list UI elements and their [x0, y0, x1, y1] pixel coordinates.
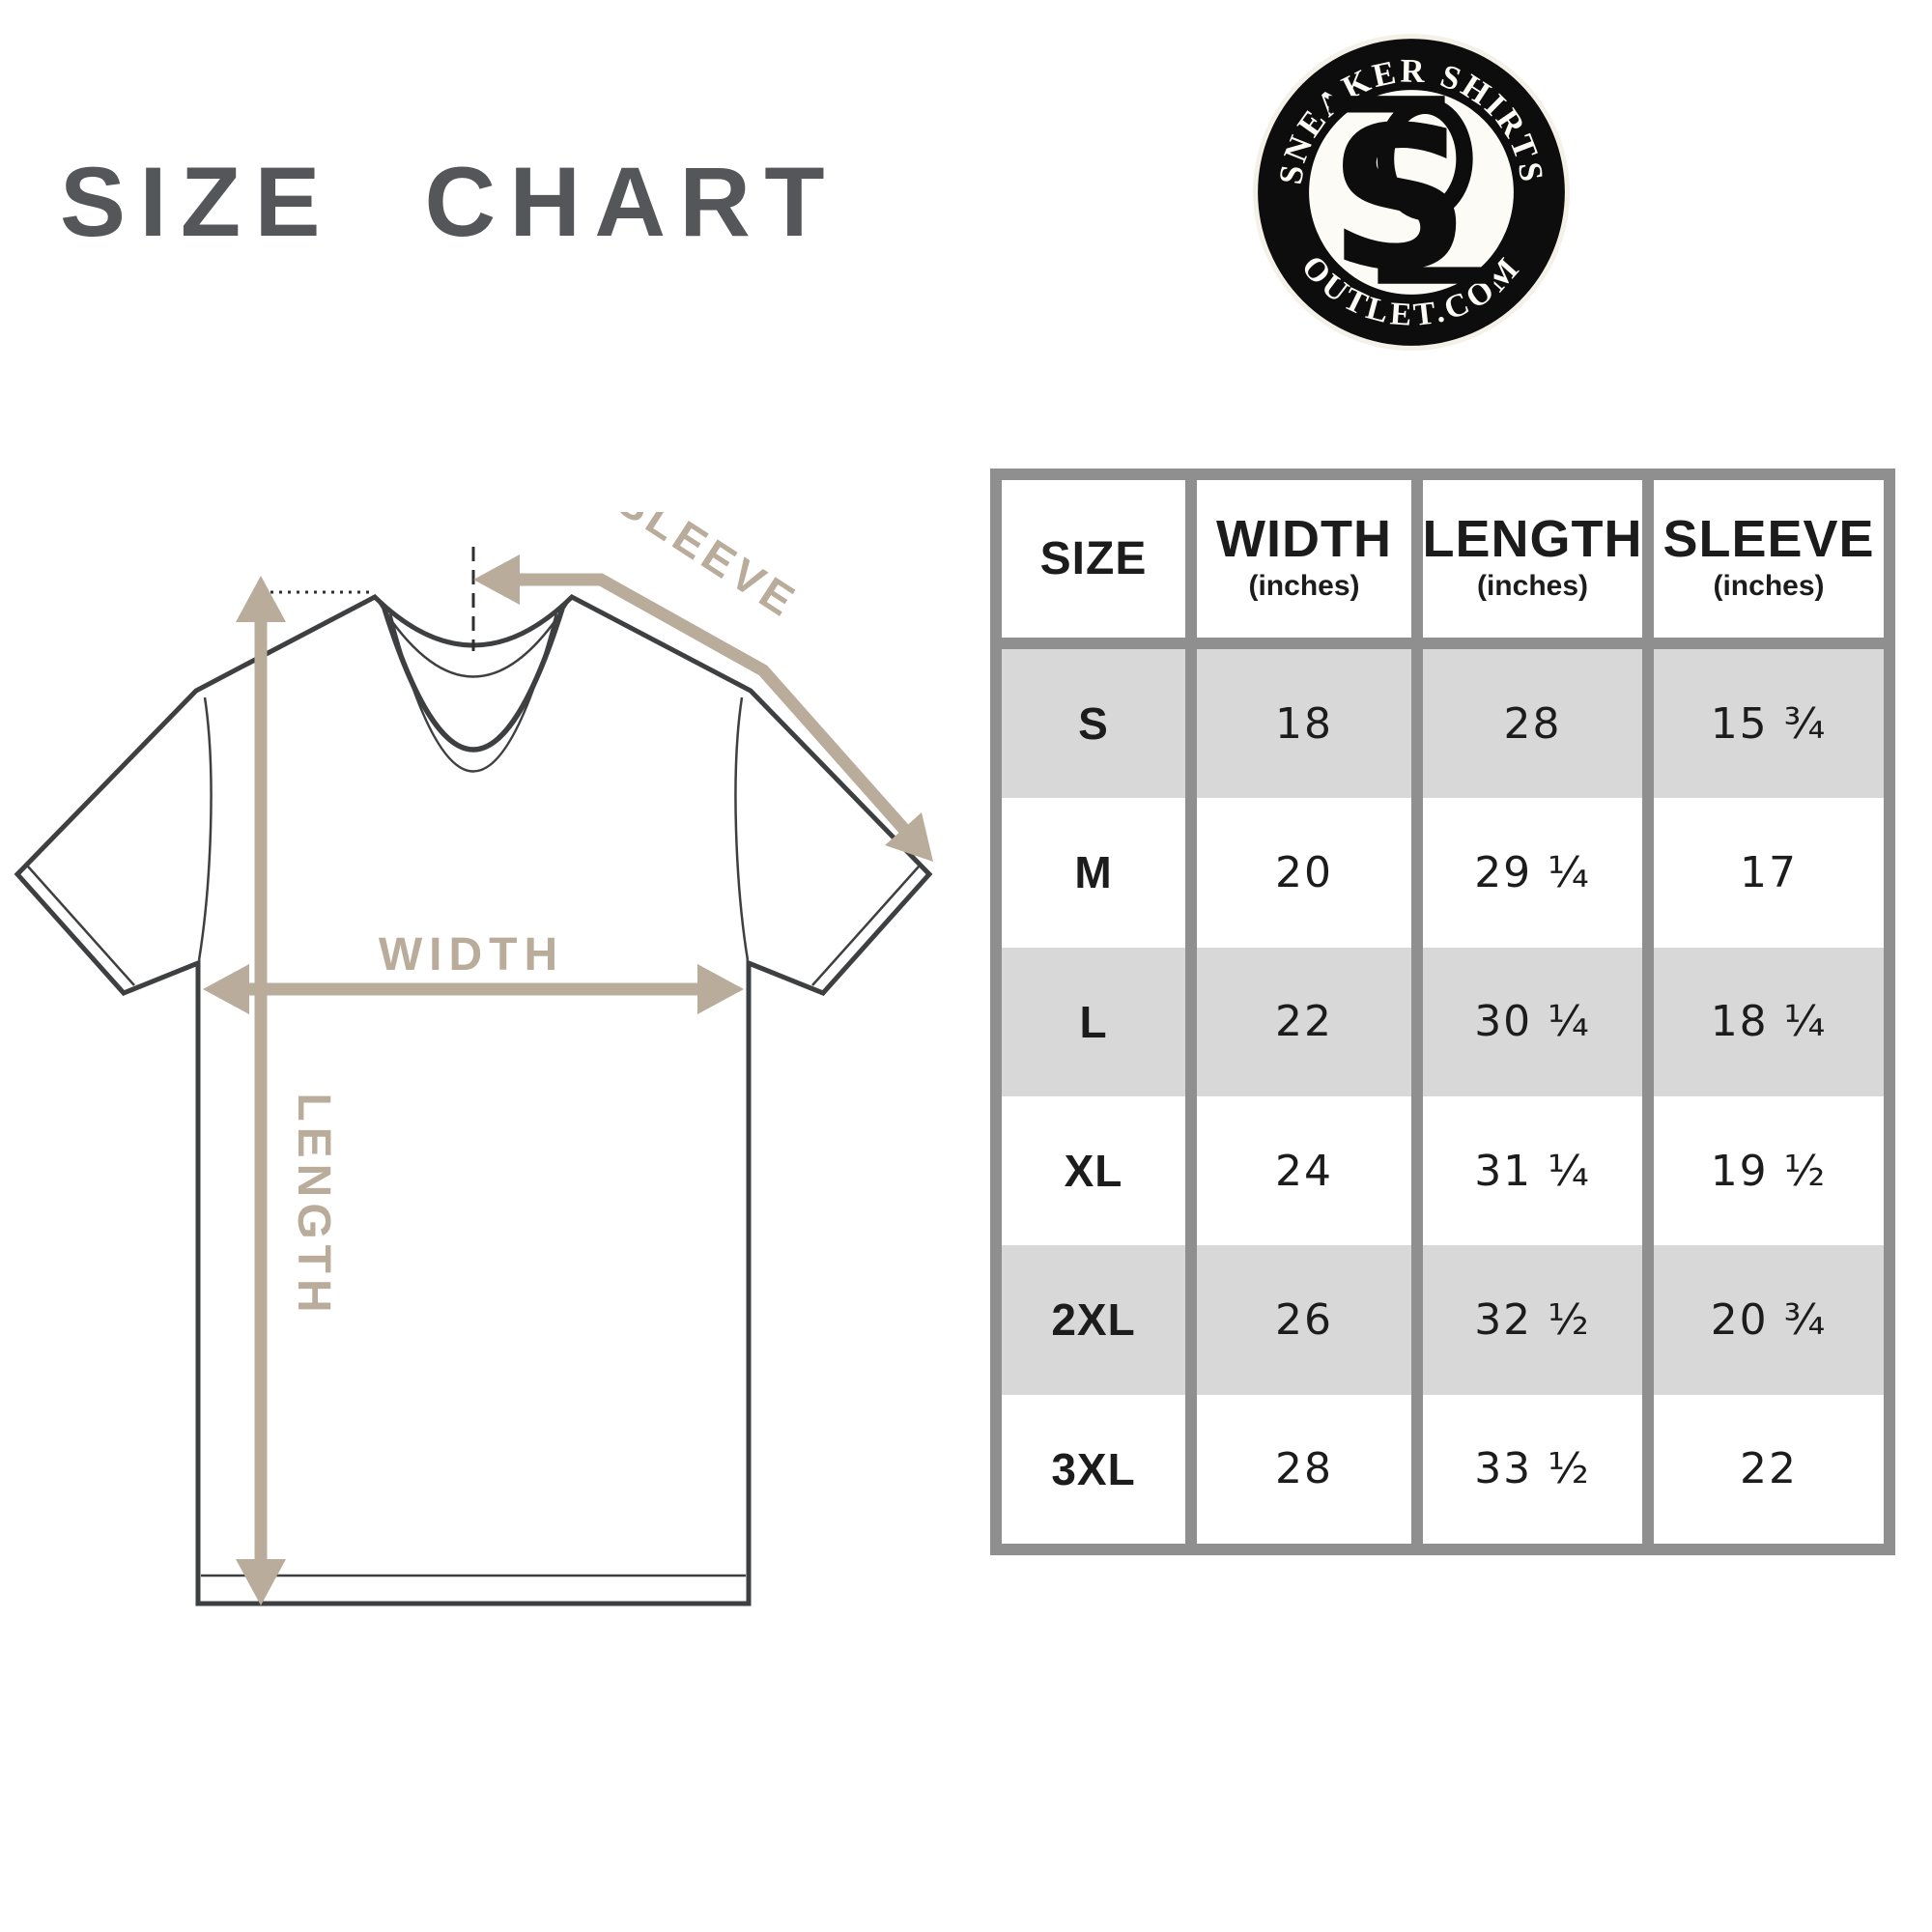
length-arrow	[236, 576, 286, 1605]
sleeve-value-cell-M: 17	[1654, 798, 1884, 948]
length-value-cell-2XL: 32 ½	[1423, 1245, 1642, 1395]
sleeve-value-cell-L: 18 ¼	[1654, 947, 1884, 1096]
width-value-cell-3XL: 28	[1197, 1394, 1411, 1544]
size-cell-2XL: 2XL	[1002, 1245, 1185, 1395]
width-value-cell-S: 18	[1197, 649, 1411, 799]
sleeve-value-cell-3XL: 22	[1654, 1394, 1884, 1544]
collar-band-bottom	[388, 612, 558, 773]
length-value-cell-S: 28	[1423, 649, 1642, 799]
header-subtext: (inches)	[1248, 570, 1360, 603]
size-cell-XL: XL	[1002, 1095, 1185, 1246]
logo-svg: SNEAKER SHIRTS OUTLET.COM S	[1253, 34, 1570, 351]
header-subtext: (inches)	[1476, 570, 1589, 603]
brand-logo-badge: SNEAKER SHIRTS OUTLET.COM S	[1252, 33, 1571, 352]
length-label: LENGTH	[288, 1093, 339, 1318]
left-armhole-seam	[197, 696, 213, 961]
tshirt-diagram: WIDTH LENGTH SLEEVE	[0, 474, 966, 1623]
sso-monogram: S	[1328, 85, 1494, 314]
size-table-grid: SIZE WIDTH (inches) LENGTH (inches) SLEEVE (in…	[990, 469, 1895, 1555]
monogram-top-bar	[1328, 96, 1445, 113]
collar-band-top	[377, 601, 570, 678]
size-cell-3XL: 3XL	[1002, 1394, 1185, 1544]
header-cell-width: WIDTH (inches)	[1197, 480, 1411, 638]
sleeve-value-cell-XL: 19 ½	[1654, 1095, 1884, 1246]
sleeve-arrow	[473, 554, 933, 862]
tshirt-svg: WIDTH LENGTH SLEEVE	[14, 474, 933, 1606]
length-value-cell-XL: 31 ¼	[1423, 1095, 1642, 1246]
length-value-cell-M: 29 ¼	[1423, 798, 1642, 948]
tshirt-outline	[14, 593, 933, 1606]
size-cell-S: S	[1002, 649, 1185, 799]
header-label: WIDTH	[1216, 509, 1392, 568]
header-subtext: (inches)	[1713, 570, 1825, 603]
right-cuff-stitch-line	[811, 866, 920, 986]
header-label: SIZE	[1039, 532, 1148, 584]
length-value-cell-L: 30 ¼	[1423, 947, 1642, 1096]
header-cell-size: SIZE	[1002, 480, 1185, 638]
size-cell-L: L	[1002, 947, 1185, 1096]
width-label: WIDTH	[379, 929, 564, 980]
page-title: SIZE CHART	[60, 147, 838, 257]
header-label: SLEEVE	[1662, 509, 1875, 568]
right-armhole-seam	[734, 696, 750, 961]
left-cuff-stitch-line	[27, 866, 135, 986]
width-arrow	[203, 964, 744, 1014]
header-label: LENGTH	[1422, 509, 1643, 568]
monogram-bottom-bar	[1378, 267, 1494, 284]
length-value-cell-3XL: 33 ½	[1423, 1394, 1642, 1544]
header-cell-sleeve: SLEEVE (inches)	[1654, 480, 1884, 638]
sleeve-value-cell-2XL: 20 ¾	[1654, 1245, 1884, 1395]
width-value-cell-2XL: 26	[1197, 1245, 1411, 1395]
width-value-cell-M: 20	[1197, 798, 1411, 948]
size-cell-M: M	[1002, 798, 1185, 948]
width-value-cell-L: 22	[1197, 947, 1411, 1096]
sleeve-value-cell-S: 15 ¾	[1654, 649, 1884, 799]
sleeve-label: SLEEVE	[609, 512, 808, 628]
header-separator	[1002, 638, 1884, 649]
header-cell-length: LENGTH (inches)	[1423, 480, 1642, 638]
width-value-cell-XL: 24	[1197, 1095, 1411, 1246]
